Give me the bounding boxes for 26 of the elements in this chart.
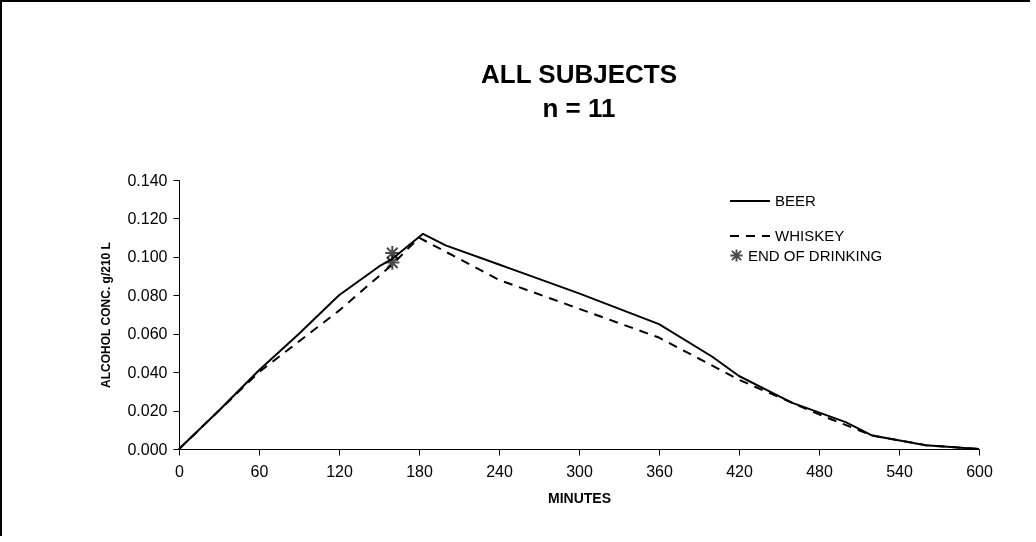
x-tick-label: 0 — [175, 462, 185, 480]
x-axis-title: MINUTES — [548, 489, 611, 506]
y-tick-label: 0.020 — [127, 402, 168, 420]
x-tick-label: 60 — [250, 462, 269, 480]
legend-label: BEER — [775, 192, 817, 209]
y-tick-label: 0.100 — [127, 248, 168, 266]
x-tick-label: 300 — [566, 462, 593, 480]
y-axis-title: ALCOHOL CONC. g/210 L — [99, 242, 114, 388]
legend-label: END OF DRINKING — [748, 246, 883, 264]
chart-subtitle: n = 11 — [542, 93, 616, 123]
legend-label: WHISKEY — [775, 227, 845, 244]
x-tick-label: 180 — [406, 462, 433, 480]
y-tick-label: 0.040 — [127, 363, 168, 381]
x-tick-label: 480 — [806, 462, 833, 480]
x-tick-label: 360 — [646, 462, 673, 480]
x-tick-label: 420 — [726, 462, 753, 480]
y-tick-label: 0.140 — [127, 171, 168, 189]
y-tick-label: 0.120 — [127, 209, 168, 227]
x-tick-label: 240 — [486, 462, 513, 480]
chart-title: ALL SUBJECTS — [481, 59, 677, 89]
x-tick-label: 120 — [326, 462, 353, 480]
y-tick-label: 0.060 — [127, 325, 168, 343]
x-tick-label: 540 — [886, 462, 913, 480]
y-tick-label: 0.080 — [127, 286, 168, 304]
x-tick-label: 600 — [966, 462, 993, 480]
y-tick-label: 0.000 — [127, 440, 168, 458]
